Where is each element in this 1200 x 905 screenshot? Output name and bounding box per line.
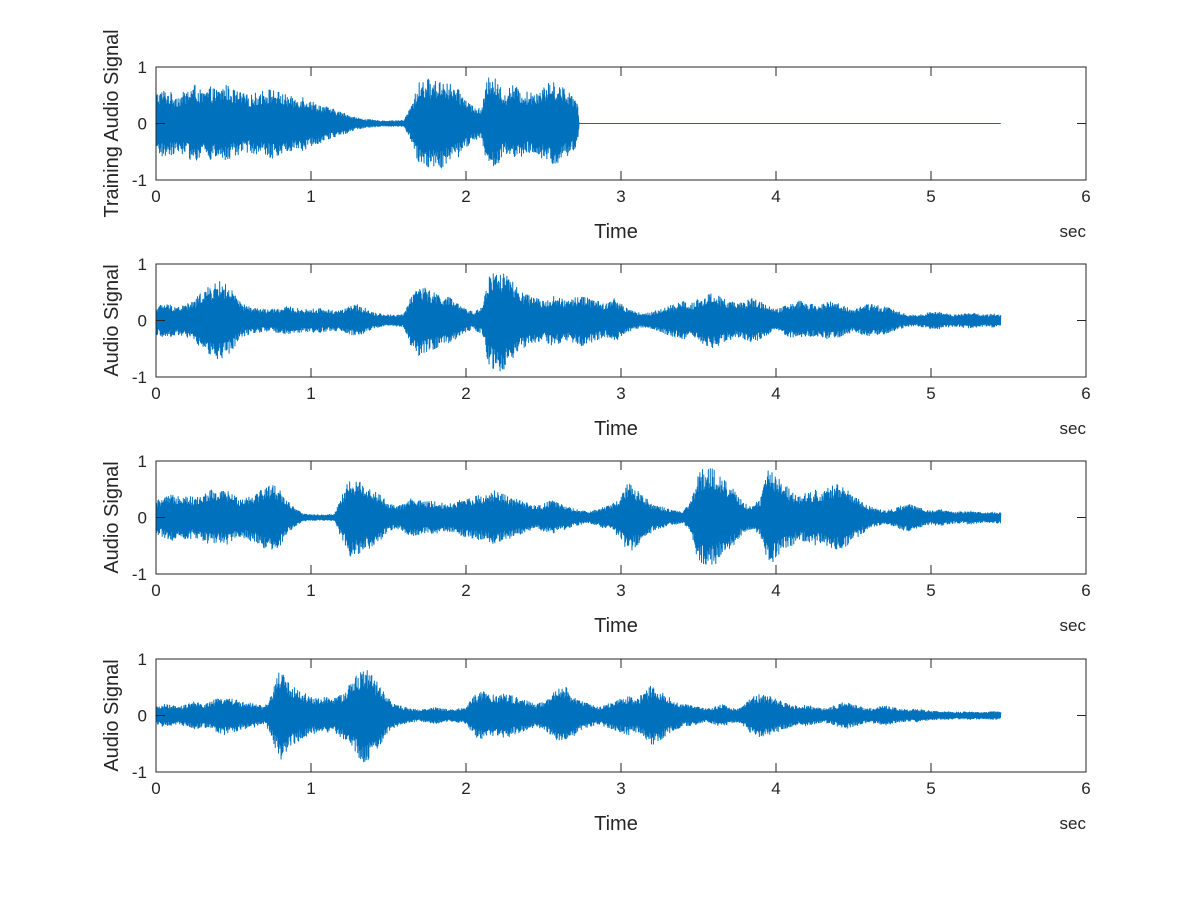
x-unit-label: sec <box>1060 222 1087 241</box>
x-tick-label: 0 <box>151 384 160 403</box>
x-axis-label: Time <box>594 813 638 835</box>
x-tick-label: 1 <box>306 779 315 798</box>
y-axis-label: Audio Signal <box>101 461 123 573</box>
x-tick-label: 4 <box>771 384 780 403</box>
x-tick-label: 0 <box>151 779 160 798</box>
x-tick-label: 6 <box>1081 187 1090 206</box>
y-tick-label: -1 <box>132 368 147 387</box>
x-tick-label: 3 <box>616 779 625 798</box>
x-tick-label: 0 <box>151 187 160 206</box>
waveform-line <box>155 670 1002 763</box>
x-tick-label: 3 <box>616 187 625 206</box>
x-tick-label: 3 <box>616 581 625 600</box>
x-tick-label: 3 <box>616 384 625 403</box>
x-tick-label: 6 <box>1081 581 1090 600</box>
y-tick-label: -1 <box>132 763 147 782</box>
y-tick-label: 1 <box>138 452 147 471</box>
x-unit-label: sec <box>1060 419 1087 438</box>
waveform-line <box>155 468 1002 565</box>
x-tick-label: 5 <box>926 187 935 206</box>
x-tick-label: 2 <box>461 187 470 206</box>
x-unit-label: sec <box>1060 814 1087 833</box>
x-tick-label: 4 <box>771 779 780 798</box>
x-tick-label: 2 <box>461 779 470 798</box>
waveform-line <box>155 273 1002 372</box>
x-tick-label: 1 <box>306 384 315 403</box>
x-tick-label: 5 <box>926 384 935 403</box>
x-tick-label: 1 <box>306 187 315 206</box>
y-axis-label: Training Audio Signal <box>101 29 123 217</box>
y-tick-label: -1 <box>132 171 147 190</box>
x-axis-label: Time <box>594 221 638 243</box>
y-tick-label: 1 <box>138 650 147 669</box>
y-tick-label: 0 <box>138 115 147 134</box>
x-tick-label: 0 <box>151 581 160 600</box>
x-tick-label: 4 <box>771 187 780 206</box>
x-axis-label: Time <box>594 615 638 637</box>
y-axis-label: Audio Signal <box>101 659 123 771</box>
x-tick-label: 6 <box>1081 779 1090 798</box>
x-tick-label: 2 <box>461 384 470 403</box>
x-tick-label: 1 <box>306 581 315 600</box>
y-tick-label: 1 <box>138 255 147 274</box>
x-tick-label: 2 <box>461 581 470 600</box>
x-tick-label: 5 <box>926 779 935 798</box>
y-tick-label: 0 <box>138 509 147 528</box>
y-tick-label: -1 <box>132 565 147 584</box>
x-tick-label: 5 <box>926 581 935 600</box>
x-tick-label: 6 <box>1081 384 1090 403</box>
waveform-line <box>155 77 1001 169</box>
y-tick-label: 0 <box>138 707 147 726</box>
y-axis-label: Audio Signal <box>101 264 123 376</box>
y-tick-label: 1 <box>138 58 147 77</box>
x-tick-label: 4 <box>771 581 780 600</box>
y-tick-label: 0 <box>138 312 147 331</box>
x-unit-label: sec <box>1060 616 1087 635</box>
x-axis-label: Time <box>594 418 638 440</box>
